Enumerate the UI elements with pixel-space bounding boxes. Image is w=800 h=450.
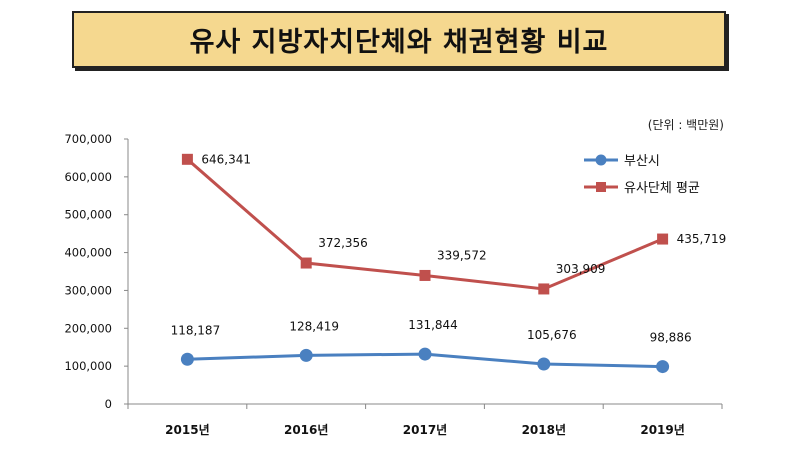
x-tick-label: 2018년 [522,423,566,437]
data-point [181,153,193,165]
axes: 0 100,000 200,000 300,000 400,000 500,000 600,… [64,132,723,437]
data-label: 128,419 [289,319,339,333]
y-tick-label: 300,000 [64,283,112,297]
data-point [418,347,432,361]
series-group: 118,187 128,419 131,844 105,676 98,886 646,34… [171,152,727,374]
data-point [537,357,551,371]
data-label: 105,676 [527,328,577,342]
legend-marker [596,182,606,192]
data-label: 131,844 [408,318,458,332]
y-tick-label: 200,000 [64,321,112,335]
x-tick-label: 2017년 [403,423,447,437]
x-tick-label: 2015년 [165,423,209,437]
unit-label: (단위 : 백만원) [647,118,724,132]
chart-title: 유사 지방자치단체와 채권현황 비교 [189,27,609,58]
data-point [300,257,312,269]
legend-label: 부산시 [624,154,660,169]
data-label: 372,356 [318,236,368,250]
data-label: 303,909 [556,262,606,276]
legend-marker [595,154,607,166]
data-label: 646,341 [201,152,251,166]
y-tick-label: 400,000 [64,246,112,260]
data-point [656,360,670,374]
data-label: 435,719 [677,232,727,246]
data-label: 339,572 [437,248,487,262]
y-tick-label: 0 [105,397,112,411]
y-tick-label: 100,000 [64,359,112,373]
data-point [538,283,550,295]
data-point [657,233,669,245]
chart-title-box: 유사 지방자치단체와 채권현황 비교 [72,11,726,68]
x-tick-label: 2019년 [640,423,684,437]
data-point [419,269,431,281]
data-label: 118,187 [171,323,221,337]
x-tick-label: 2016년 [284,423,328,437]
data-label: 98,886 [650,331,692,345]
data-point [299,348,313,362]
y-tick-label: 700,000 [64,132,112,146]
y-tick-label: 500,000 [64,208,112,222]
data-point [180,352,194,366]
legend-label: 유사단체 평균 [624,181,700,196]
y-tick-label: 600,000 [64,170,112,184]
